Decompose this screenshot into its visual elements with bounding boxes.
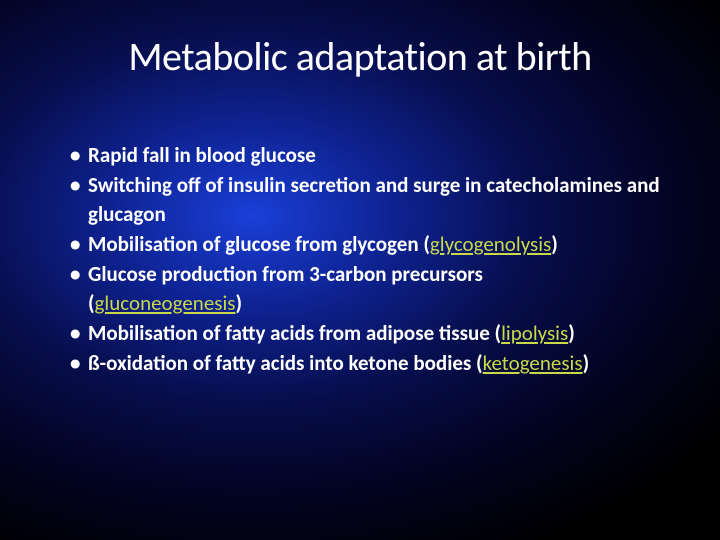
slide-title: Metabolic adaptation at birth [60,32,660,81]
bullet-after: ) [568,320,575,346]
bullet-text: Rapid fall in blood glucose [88,142,316,168]
bullet-item: Mobilisation of fatty acids from adipose… [70,319,660,347]
bullet-after: ) [583,350,590,376]
bullet-item: Switching off of insulin secretion and s… [70,171,660,228]
term-lipolysis: lipolysis [501,320,568,346]
bullet-item: ß-oxidation of fatty acids into ketone b… [70,349,660,377]
bullet-list: Rapid fall in blood glucose Switching of… [60,141,660,378]
bullet-item: Rapid fall in blood glucose [70,141,660,169]
bullet-subline: (gluconeogenesis) [88,289,660,317]
bullet-item: Mobilisation of glucose from glycogen (g… [70,230,660,258]
bullet-after: ) [551,231,558,257]
bullet-text: ß-oxidation of fatty acids into ketone b… [88,350,483,376]
bullet-text: Mobilisation of fatty acids from adipose… [88,320,501,346]
term-gluconeogenesis: gluconeogenesis [95,290,236,316]
bullet-after: ) [236,290,243,316]
bullet-text: Mobilisation of glucose from glycogen ( [88,231,430,257]
term-glycogenolysis: glycogenolysis [430,231,551,257]
term-ketogenesis: ketogenesis [483,350,583,376]
bullet-text: Glucose production from 3-carbon precurs… [88,261,483,287]
slide: Metabolic adaptation at birth Rapid fall… [0,0,720,540]
bullet-item: Glucose production from 3-carbon precurs… [70,260,660,317]
bullet-text: Switching off of insulin secretion and s… [88,172,660,226]
